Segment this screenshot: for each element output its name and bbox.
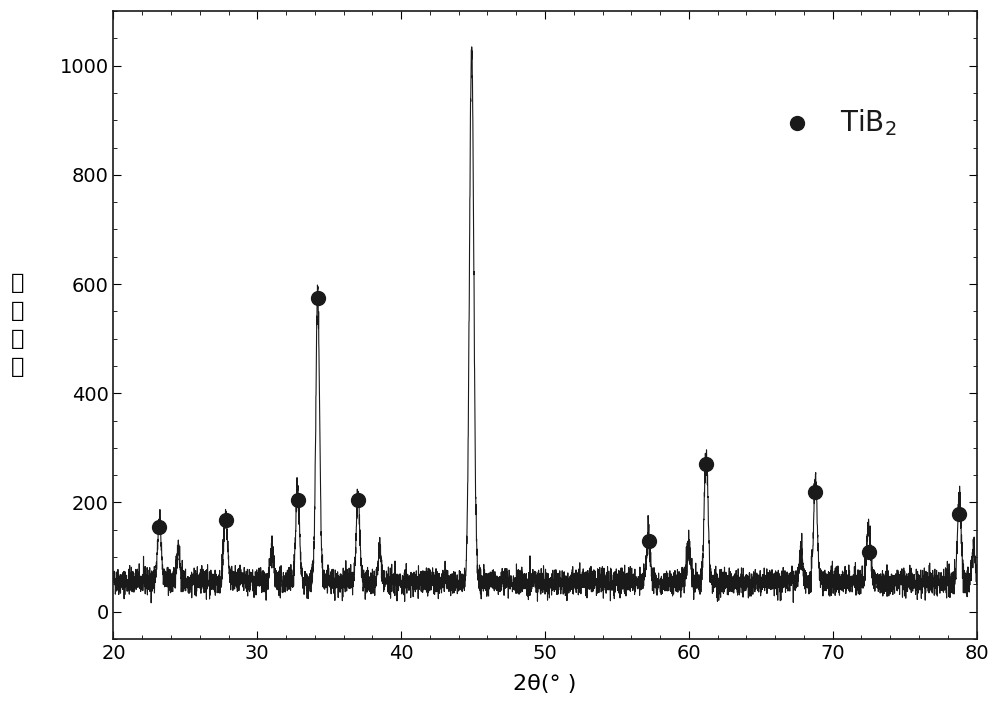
Text: TiB$_2$: TiB$_2$	[840, 108, 896, 138]
Y-axis label: 衍
射
强
度: 衍 射 强 度	[11, 273, 24, 377]
X-axis label: 2θ(° ): 2θ(° )	[513, 674, 577, 694]
